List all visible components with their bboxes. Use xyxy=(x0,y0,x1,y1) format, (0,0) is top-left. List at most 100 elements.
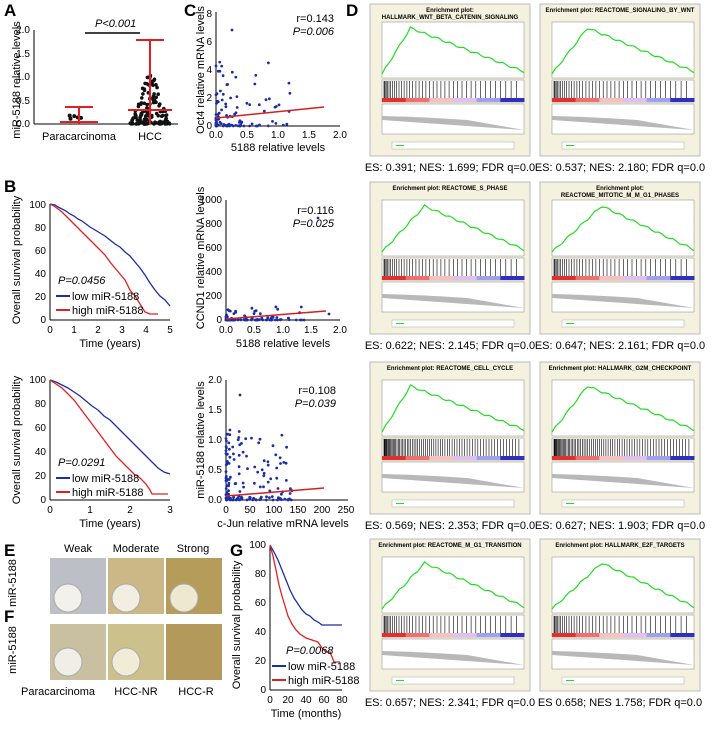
g-high-curve xyxy=(269,544,340,663)
data-point xyxy=(252,496,256,500)
g-ylabel: Overall survival probability xyxy=(231,560,243,689)
tick-label: 3 xyxy=(119,325,125,336)
data-point xyxy=(227,489,230,493)
tick-label: 400 xyxy=(205,267,222,278)
tick-label: 40 xyxy=(35,447,47,458)
gsea-title: Enrichment plot: REACTOME_SIGNALING_BY_W… xyxy=(546,8,695,14)
data-point xyxy=(160,113,165,118)
tick-label: 0.0 xyxy=(208,495,222,506)
enrichment-score-curve xyxy=(551,563,695,610)
enrichment-score-curve xyxy=(381,26,525,75)
data-point xyxy=(250,122,254,126)
data-point xyxy=(274,305,278,309)
rank-gradient-segment xyxy=(453,276,478,280)
data-point xyxy=(270,495,274,498)
c2-r: r=0.116 xyxy=(297,205,334,217)
ihc-image-hcc-r xyxy=(166,624,222,680)
data-point xyxy=(142,119,147,124)
data-point xyxy=(154,95,158,100)
data-point xyxy=(275,476,279,480)
data-point xyxy=(283,497,287,501)
data-point xyxy=(252,312,256,315)
data-point xyxy=(237,436,241,439)
data-point xyxy=(257,441,261,445)
tick-label: 0.0 xyxy=(209,130,223,141)
tick-label: 100 xyxy=(29,375,46,386)
data-point xyxy=(288,492,292,495)
data-point xyxy=(143,114,148,118)
panel-label-a: A xyxy=(4,1,16,20)
data-point xyxy=(152,92,156,96)
data-point xyxy=(237,453,241,457)
rank-gradient-segment xyxy=(623,633,648,637)
data-point xyxy=(227,481,231,485)
data-point xyxy=(256,124,259,128)
c3-p: P=0.039 xyxy=(295,398,336,410)
data-point xyxy=(145,102,149,107)
gsea-title: Enrichment plot: xyxy=(596,186,644,192)
data-point xyxy=(284,479,288,482)
data-point xyxy=(241,481,245,485)
panel-b-bottom: Overall survival probability 0 20 40 60 … xyxy=(11,375,173,530)
b2-high-curve xyxy=(49,379,168,495)
tissue-core-inset xyxy=(53,647,83,677)
tick-label: 600 xyxy=(205,243,222,254)
enrichment-score-curve xyxy=(381,561,525,610)
data-point xyxy=(268,97,271,101)
panel-a-pvalue: P<0.001 xyxy=(95,18,136,30)
data-point xyxy=(141,92,145,96)
data-point xyxy=(226,460,229,463)
rank-gradient-segment xyxy=(500,456,525,460)
tissue-core-inset xyxy=(111,647,141,677)
data-point xyxy=(72,114,77,119)
rank-gradient-segment xyxy=(429,633,454,637)
gsea-legend-box xyxy=(561,141,685,150)
c1-dots xyxy=(214,28,292,128)
tick-label: 2.0 xyxy=(333,325,347,336)
tick-label: 1.5 xyxy=(208,405,222,416)
tick-label: 80 xyxy=(336,695,348,706)
tick-label: 0 xyxy=(223,505,229,516)
data-point xyxy=(262,485,265,489)
data-point xyxy=(258,437,262,441)
rank-gradient-segment xyxy=(623,456,648,460)
rank-gradient-segment xyxy=(646,633,671,637)
c3-ylabel: miR-5188 relative levels xyxy=(195,381,207,499)
data-point xyxy=(270,318,273,322)
panel-a-yticks: 0.0 0.5 1.0 1.5 2.0 xyxy=(16,25,30,130)
gsea-caption: ES 0.658; NES 1.758; FDR q=0.0 xyxy=(538,697,702,709)
data-point xyxy=(288,91,292,95)
data-point xyxy=(140,86,145,91)
c3-dots xyxy=(224,393,294,502)
rank-gradient-segment xyxy=(670,456,695,460)
data-point xyxy=(232,452,235,456)
tick-label: 0.0 xyxy=(16,119,30,130)
rank-gradient-segment xyxy=(405,456,430,460)
data-point xyxy=(241,450,245,454)
rank-gradient-segment xyxy=(575,276,600,280)
rank-gradient-segment xyxy=(646,276,671,280)
tick-label: 60 xyxy=(255,598,267,609)
es-plot-area xyxy=(551,21,695,79)
rank-gradient-segment xyxy=(599,276,624,280)
data-point xyxy=(260,468,264,472)
rank-gradient-segment xyxy=(500,98,525,102)
tick-label: 1.0 xyxy=(16,72,30,83)
tick-label: 2.0 xyxy=(16,25,30,36)
data-point xyxy=(225,439,228,443)
data-point xyxy=(236,318,240,322)
gsea-caption: ES: 0.657; NES: 2.341; FDR q=0.0 xyxy=(365,697,535,709)
data-point xyxy=(253,481,256,485)
tick-label: 1.0 xyxy=(276,325,290,336)
gsea-caption: ES: 0.569; NES: 2.353; FDR q=0.0 xyxy=(365,520,535,532)
c1-p: P=0.006 xyxy=(293,26,335,38)
rank-gradient-segment xyxy=(405,98,430,102)
data-point xyxy=(286,498,290,502)
tick-label: 200 xyxy=(205,291,222,302)
gsea-legend-box xyxy=(391,676,515,685)
data-point xyxy=(228,497,232,501)
panel-c-bottom: miR-5188 relative levels 0.0 0.5 1.0 1.5… xyxy=(195,375,355,530)
data-point xyxy=(250,436,253,440)
es-plot-area xyxy=(381,21,525,79)
